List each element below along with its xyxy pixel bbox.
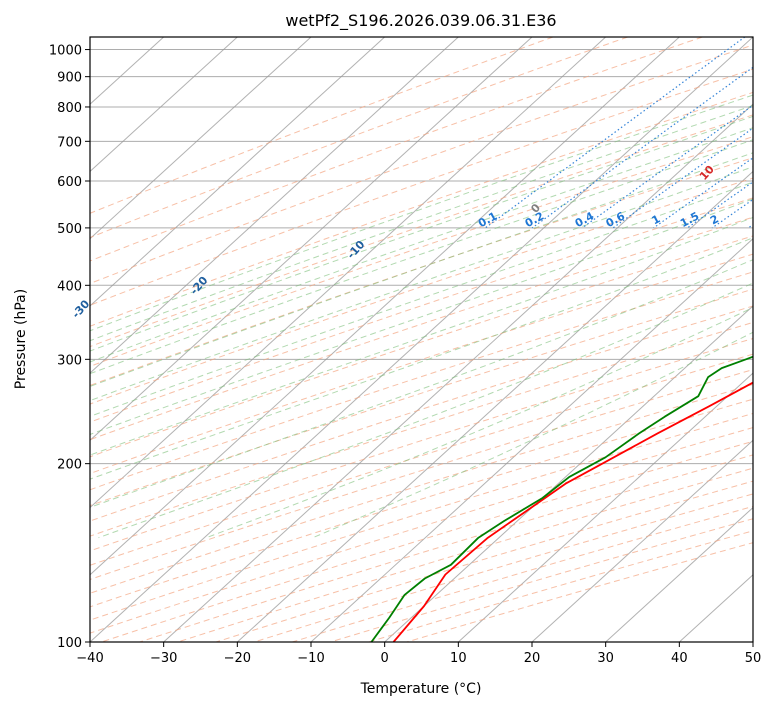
dry-adiabat-line [90, 216, 753, 441]
y-tick-label: 400 [57, 279, 82, 294]
dry-adiabat-line [177, 467, 753, 642]
dry-adiabat-line [292, 505, 753, 642]
y-tick-label: 200 [57, 458, 82, 473]
moist-adiabat-line [90, 152, 753, 387]
mixing-ratio-line [653, 157, 753, 229]
x-tick-label: −20 [224, 651, 251, 666]
x-tick-label: 0 [381, 651, 389, 666]
x-tick-label: −30 [150, 651, 177, 666]
x-tick-label: 10 [450, 651, 467, 666]
moist-adiabat-line [90, 104, 753, 342]
moist-adiabat-line [90, 237, 753, 480]
y-tick-label: 900 [57, 71, 82, 86]
dry-adiabat-line [90, 427, 753, 634]
y-tick-label: 600 [57, 175, 82, 190]
isotherm-line [90, 37, 607, 509]
moist-adiabat-line [90, 115, 753, 352]
dry-adiabat-line [90, 68, 753, 306]
y-axis-title: Pressure (hPa) [13, 289, 29, 389]
dry-adiabat-line [90, 369, 753, 580]
dry-adiabat-line [101, 440, 753, 642]
isotherm-line [90, 37, 312, 240]
y-tick-label: 1000 [49, 44, 82, 59]
isotherm-line [90, 37, 386, 307]
isotherm-line [163, 103, 753, 642]
dry-adiabat-label: -20 [188, 274, 211, 298]
mixing-ratio-label: 1.5 [678, 209, 701, 230]
dry-adiabat-line [90, 271, 753, 491]
plot-frame [89, 36, 754, 643]
moist-adiabat-line [90, 166, 753, 402]
dry-adiabat-label: -30 [69, 297, 92, 321]
dewpoint-profile-line [370, 355, 753, 642]
grid-layer [90, 37, 753, 642]
x-tick-label: 30 [597, 651, 614, 666]
mixing-ratio-line [484, 37, 746, 229]
temperature-profile-line [392, 381, 753, 642]
dry-adiabat-line [254, 493, 753, 642]
moist-adiabat-line [90, 216, 753, 456]
moist-adiabat-line [206, 306, 753, 539]
dry-adiabat-label: 10 [697, 163, 717, 183]
moist-adiabat-line [312, 331, 753, 539]
y-tick-label: 100 [57, 636, 82, 651]
dry-adiabat-line [330, 518, 753, 642]
x-tick-label: 50 [745, 651, 762, 666]
dry-adiabat-line [90, 37, 554, 214]
dry-adiabat-line [90, 114, 753, 348]
isotherm-line [384, 305, 753, 642]
mixing-ratio-line [581, 104, 753, 229]
y-tick-label: 300 [57, 353, 82, 368]
dry-adiabat-line [90, 305, 753, 522]
isotherm-line [90, 37, 238, 173]
y-tick-label: 700 [57, 135, 82, 150]
chart-title: wetPf2_S196.2026.039.06.31.E36 [285, 11, 556, 31]
isotherm-line [90, 37, 753, 642]
dry-adiabat-line [90, 37, 703, 262]
x-tick-label: −40 [76, 651, 103, 666]
mixing-ratio-line [687, 181, 753, 229]
dry-adiabat-line [90, 353, 753, 566]
isotherm-line [310, 237, 753, 642]
dry-adiabat-line [90, 91, 753, 327]
isotherm-line [752, 641, 753, 642]
dry-adiabat-line [90, 37, 628, 239]
isotherm-line [457, 372, 753, 642]
moist-adiabat-line [90, 127, 753, 363]
mixing-ratio-line [531, 66, 753, 229]
isotherm-line [90, 37, 459, 374]
isotherm-line [236, 170, 753, 642]
mixing-ratio-label: 1 [650, 212, 663, 227]
dry-adiabat-line [90, 177, 753, 405]
moist-adiabat-line [90, 94, 753, 332]
isotherm-line [90, 37, 533, 442]
dry-adiabat-line [90, 44, 753, 285]
mixing-ratio-label: 2 [708, 212, 721, 227]
x-tick-label: 20 [524, 651, 541, 666]
mixing-ratio-label: 0.4 [573, 209, 597, 230]
y-tick-label: 500 [57, 222, 82, 237]
moist-adiabat-line [90, 198, 753, 435]
moist-adiabat-line [90, 139, 753, 375]
isotherm-line [90, 37, 680, 576]
dry-adiabat-line [90, 321, 753, 537]
moist-adiabat-line [90, 181, 753, 417]
x-axis-title: Temperature (°C) [360, 681, 482, 697]
x-tick-label: 40 [671, 651, 688, 666]
mixing-ratio-label: 0.1 [476, 209, 499, 230]
series-layer [370, 355, 753, 642]
isotherm-line [531, 439, 753, 642]
moist-adiabat-line [90, 259, 753, 508]
y-tick-label: 800 [57, 101, 82, 116]
x-tick-label: −10 [297, 651, 324, 666]
